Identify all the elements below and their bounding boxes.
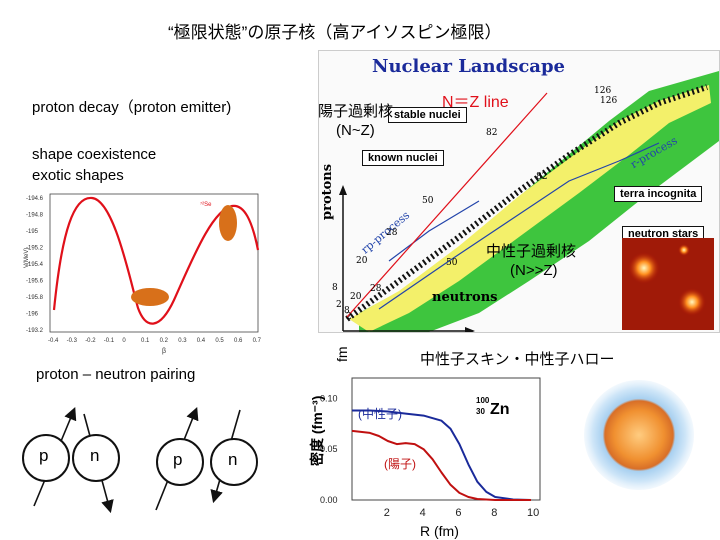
neutron-rich-label: 中性子過剰核 <box>486 243 577 260</box>
skin-halo-label: 中性子スキン・中性子ハロー <box>420 351 615 368</box>
magic-number: 2 <box>346 312 352 322</box>
proton-density-line <box>351 429 531 501</box>
particle-label-n1: n <box>90 446 100 465</box>
potential-xtick: -0.2 <box>85 338 96 344</box>
particle-label-n2: n <box>228 450 238 469</box>
proton-series-label: (陽子) <box>384 457 416 471</box>
particle-label-p2: p <box>173 450 183 469</box>
proton-circle-1 <box>22 434 70 482</box>
density-xlabel: R (fm) <box>420 523 459 539</box>
proton-rich-label: 陽子過剰核 <box>318 103 394 120</box>
potential-ytick: -195.6 <box>26 279 44 285</box>
slide-title: “極限状態”の原子核（高アイソスピン極限） <box>168 23 502 42</box>
potential-curve <box>52 196 260 325</box>
density-ytick: 0.10 <box>320 393 338 403</box>
magic-number: 8 <box>344 306 350 316</box>
neutron-circle-1 <box>72 434 120 482</box>
landscape-title: Nuclear Landscape <box>372 56 565 77</box>
density-xtick: 8 <box>491 507 497 519</box>
potential-xtick: 0.4 <box>197 338 206 344</box>
protons-axis-label: protons <box>320 163 335 220</box>
density-xtick: 10 <box>527 507 539 519</box>
shape-coexistence-label: shape coexistence <box>32 146 157 163</box>
potential-energy-chart: -194.6 -194.8 -195 -195.2 -195.4 -195.6 -195.8… <box>24 193 262 355</box>
magic-number: 2 <box>336 300 342 310</box>
potential-xtick: 0.2 <box>160 338 169 344</box>
potential-xtick: -0.1 <box>104 338 115 344</box>
potential-ytick: -195 <box>26 229 39 235</box>
terra-incognita-box: terra incognita <box>614 186 703 202</box>
zn-z: 30 <box>476 407 485 416</box>
magic-number: 8 <box>332 283 338 293</box>
magic-number: 82 <box>536 172 548 182</box>
potential-ytick: -194.8 <box>26 213 44 219</box>
potential-xtick: 0.7 <box>253 338 262 344</box>
potential-xtick: -0.3 <box>67 338 78 344</box>
magic-number: 82 <box>486 128 498 138</box>
density-chart: 0.00 0.05 0.10 2 4 6 8 10 R (fm) 密度 (fm⁻³) (中性… <box>309 377 541 539</box>
nz-line-graphic <box>346 92 548 318</box>
density-xtick: 4 <box>420 507 426 519</box>
magic-number: 50 <box>446 258 458 268</box>
potential-xtick: -0.4 <box>48 338 59 344</box>
density-ylabel: 密度 (fm⁻³) <box>309 396 325 467</box>
halo-sphere-image <box>584 380 694 490</box>
fm-label: fm <box>334 346 350 362</box>
magic-number: 28 <box>386 228 398 238</box>
zn-symbol: Zn <box>490 401 510 418</box>
potential-xtick: 0.3 <box>178 338 187 344</box>
proton-circle-2 <box>156 438 204 486</box>
magic-number: 20 <box>350 292 362 302</box>
potential-xtick: 0.1 <box>141 338 150 344</box>
known-nuclei-box: known nuclei <box>362 150 444 166</box>
density-xtick: 2 <box>384 507 390 519</box>
density-ytick: 0.00 <box>320 495 338 505</box>
magic-number: 126 <box>594 86 612 96</box>
potential-xtick: 0.5 <box>215 338 224 344</box>
potential-ytick: -195.2 <box>26 246 44 252</box>
neutron-rich-condition: (N>>Z) <box>510 262 558 279</box>
neutron-circle-2 <box>210 438 258 486</box>
potential-ytick: -195.4 <box>26 262 44 268</box>
nz-line-label: N＝Z line <box>442 94 509 111</box>
proton-rich-condition: (N~Z) <box>336 122 375 139</box>
se72-tag: ⁷²Se <box>200 201 212 208</box>
prolate-shape-icon <box>219 205 237 241</box>
neutron-density-line <box>352 409 532 501</box>
potential-ytick: -194.6 <box>26 196 44 202</box>
magic-number: 50 <box>422 196 434 206</box>
oblate-shape-icon <box>131 288 169 306</box>
magic-number: 28 <box>370 284 382 294</box>
density-ytick: 0.05 <box>320 444 338 454</box>
density-xtick: 6 <box>455 507 461 519</box>
particle-label-p1: p <box>39 446 49 465</box>
neutron-series-label: (中性子) <box>358 406 402 421</box>
proton-decay-label: proton decay（proton emitter) <box>32 99 232 116</box>
pairing-label: proton – neutron pairing <box>36 366 196 383</box>
potential-xtick: 0 <box>122 338 126 344</box>
potential-ytick: -196 <box>26 312 39 318</box>
potential-xtick: 0.6 <box>234 338 243 344</box>
potential-ylabel: V(MeV) <box>24 248 30 268</box>
stable-nuclei-box: stable nuclei <box>388 107 467 123</box>
neutron-stars-image <box>622 238 714 330</box>
magic-number: 126 <box>600 96 618 106</box>
zn-mass: 100 <box>476 396 490 405</box>
magic-number: 20 <box>356 256 368 266</box>
potential-ytick: -195.8 <box>26 295 44 301</box>
exotic-shapes-label: exotic shapes <box>32 167 124 184</box>
potential-xlabel: β <box>162 348 166 355</box>
potential-ytick: -193.2 <box>26 328 44 334</box>
neutrons-axis-label: neutrons <box>432 290 498 305</box>
